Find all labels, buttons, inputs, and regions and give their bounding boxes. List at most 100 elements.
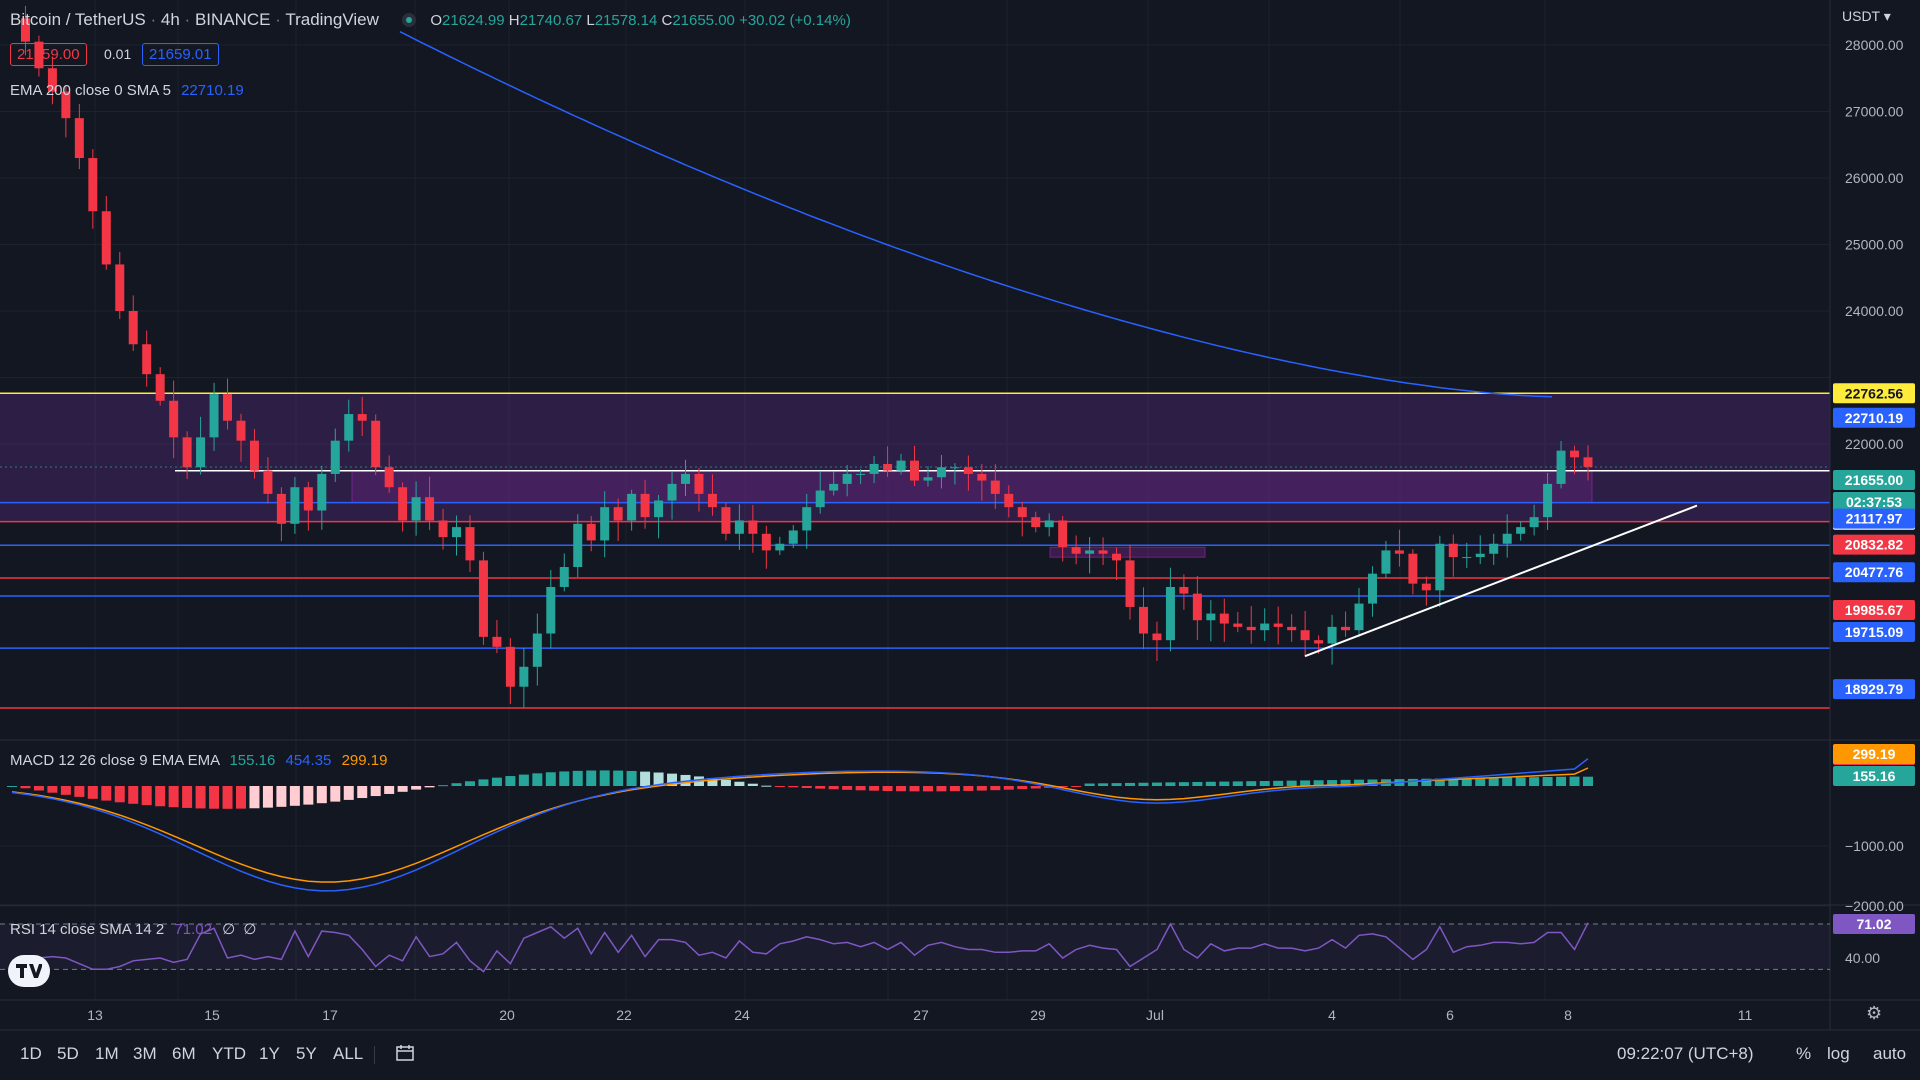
macd-hist-bar: [276, 786, 287, 807]
macd-tick-label: −2000.00: [1845, 898, 1904, 914]
macd-hist-bar: [922, 786, 933, 792]
candle-body: [883, 463, 893, 471]
candle-body: [1381, 550, 1391, 574]
macd-hist-bar: [1583, 776, 1593, 786]
macd-hist-bar: [424, 786, 435, 788]
candle-body: [1058, 520, 1068, 548]
candle-body: [1300, 630, 1310, 641]
rsi-legend[interactable]: RSI 14 close SMA 14 2 71.02 ∅ ∅: [10, 921, 257, 938]
macd-hist-bar: [1003, 786, 1014, 790]
macd-hist-bar: [1178, 782, 1189, 786]
log-toggle[interactable]: log: [1827, 1044, 1850, 1063]
range-all[interactable]: ALL: [333, 1044, 364, 1063]
macd-hist-bar: [1327, 780, 1338, 786]
macd-signal-value: 299.19: [341, 752, 388, 769]
candle-body: [1367, 573, 1377, 604]
macd-hist-bar: [747, 783, 758, 786]
range-box: [351, 470, 1593, 504]
macd-hist-bar: [1529, 777, 1540, 786]
macd-hist-bar: [1542, 776, 1553, 786]
macd-hist-bar: [667, 773, 678, 786]
macd-hist-bar: [155, 786, 166, 807]
range-1d[interactable]: 1D: [20, 1044, 42, 1063]
price-tag-box: [1833, 469, 1915, 490]
candle-body: [721, 507, 731, 534]
time-tick-label: Jul: [1146, 1007, 1164, 1023]
macd-hist-bar: [1515, 777, 1526, 786]
macd-legend[interactable]: MACD 12 26 close 9 EMA EMA 155.16 454.35…: [10, 752, 387, 769]
symbol-legend[interactable]: Bitcoin / TetherUS · 4h · BINANCE · Trad…: [10, 10, 851, 29]
rsi-tags: 71.02: [1833, 914, 1915, 934]
rsi-line: [25, 922, 1589, 973]
candle-body: [438, 520, 448, 538]
ema-200-line: [399, 31, 1553, 398]
range-1m[interactable]: 1M: [95, 1044, 119, 1063]
macd-hist-bar: [438, 785, 449, 787]
candle-body: [101, 211, 111, 265]
macd-hist-bar: [1138, 782, 1149, 786]
candle-body: [1570, 450, 1580, 458]
candle-body: [34, 41, 44, 69]
currency-selector[interactable]: USDT ▾: [1842, 8, 1891, 24]
tradingview-logo[interactable]: [8, 955, 50, 987]
clock[interactable]: 09:22:07 (UTC+8): [1617, 1044, 1754, 1063]
macd-hist-bar: [1475, 777, 1486, 786]
percent-toggle[interactable]: %: [1796, 1044, 1812, 1063]
time-tick-label: 24: [734, 1007, 750, 1023]
ema-label: EMA 200 close 0 SMA 5: [10, 82, 171, 99]
ema-legend[interactable]: EMA 200 close 0 SMA 5 22710.19: [10, 82, 244, 99]
gear-icon[interactable]: ⚙: [1866, 1003, 1883, 1023]
buy-button[interactable]: 21659.01: [142, 43, 219, 66]
macd-hist-bar: [855, 786, 866, 791]
range-3m[interactable]: 3M: [133, 1044, 157, 1063]
candle-body: [317, 473, 327, 511]
candle-body: [263, 470, 273, 494]
macd-hist-bar: [1125, 782, 1136, 786]
candle-body: [47, 68, 57, 92]
trendline: [1304, 504, 1698, 658]
macd-hist-bar: [1502, 777, 1513, 786]
macd-hist-bar: [869, 786, 880, 791]
tradingview-logo-icon: [16, 964, 42, 978]
price-tag-label: 21655.00: [1845, 472, 1904, 488]
candle-body: [128, 311, 138, 345]
range-ytd[interactable]: YTD: [212, 1044, 246, 1063]
candle-body: [654, 500, 664, 518]
candle-body: [923, 477, 933, 481]
ema-value: 22710.19: [181, 82, 244, 99]
price-tag-label: 22710.19: [1845, 410, 1904, 426]
range-1y[interactable]: 1Y: [259, 1044, 280, 1063]
macd-hist-bar: [1205, 781, 1216, 786]
range-6m[interactable]: 6M: [172, 1044, 196, 1063]
macd-hist-bar: [734, 781, 745, 786]
candle-body: [88, 158, 98, 212]
candle-body: [1273, 623, 1283, 627]
macd-hist-bar: [1071, 786, 1082, 787]
ohlc-change: +30.02 (+0.14%): [739, 12, 851, 29]
macd-hist-bar: [1232, 781, 1243, 786]
rsi-tick-label: 40.00: [1845, 950, 1880, 966]
macd-hist-bar: [896, 786, 907, 792]
candle-body: [1260, 623, 1270, 631]
price-tick-label: 25000.00: [1845, 237, 1904, 253]
candle-body: [829, 483, 839, 491]
sell-button[interactable]: 21659.00: [10, 43, 87, 66]
macd-hist-bar: [1030, 786, 1041, 789]
macd-hist-bar: [101, 786, 112, 801]
macd-hist-bar: [1488, 777, 1499, 786]
range-5y[interactable]: 5Y: [296, 1044, 317, 1063]
macd-hist-bar: [613, 770, 624, 786]
macd-hist-bar: [1286, 780, 1297, 786]
candle-body: [734, 520, 744, 534]
range-5d[interactable]: 5D: [57, 1044, 79, 1063]
candle-body: [452, 527, 462, 538]
candle-body: [1233, 623, 1243, 627]
candle-body: [209, 394, 219, 438]
macd-hist-bar: [464, 781, 475, 786]
macd-tag-label: 155.16: [1853, 768, 1896, 784]
goto-date-icon[interactable]: [395, 1044, 415, 1067]
macd-hist-bar: [828, 786, 839, 790]
auto-toggle[interactable]: auto: [1873, 1044, 1907, 1063]
candle-body: [950, 467, 960, 469]
